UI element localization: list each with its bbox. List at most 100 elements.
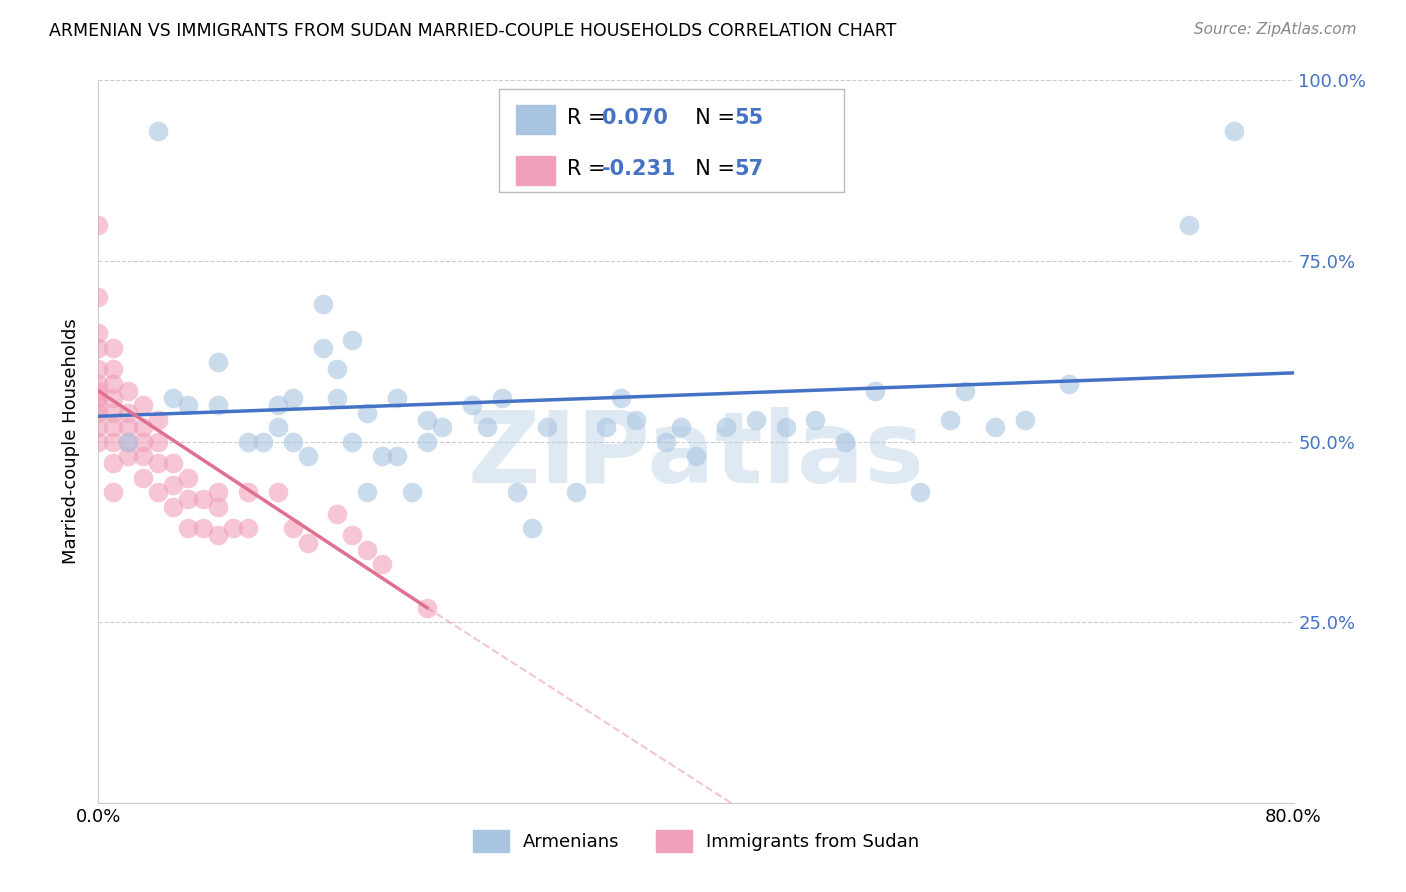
Point	[132, 470, 155, 484]
Point	[1178, 218, 1201, 232]
Point	[401, 485, 423, 500]
Point	[236, 485, 259, 500]
Point	[103, 341, 125, 355]
Point	[87, 341, 110, 355]
Point	[117, 406, 139, 420]
Point	[117, 434, 139, 449]
Point	[506, 485, 529, 500]
Point	[267, 485, 290, 500]
Point	[87, 420, 110, 434]
Point	[385, 391, 409, 405]
Point	[87, 362, 110, 376]
Point	[669, 420, 692, 434]
Point	[87, 391, 110, 405]
Point	[655, 434, 678, 449]
Point	[865, 384, 887, 398]
Point	[416, 434, 439, 449]
Point	[714, 420, 737, 434]
Point	[685, 449, 707, 463]
Point	[117, 434, 139, 449]
Point	[326, 391, 349, 405]
Point	[132, 398, 155, 412]
Point	[117, 384, 139, 398]
Point	[371, 558, 394, 572]
Text: 55: 55	[734, 108, 763, 128]
Point	[236, 521, 259, 535]
Point	[87, 406, 110, 420]
Point	[177, 398, 200, 412]
Point	[775, 420, 797, 434]
Text: N =: N =	[682, 159, 741, 179]
Legend: Armenians, Immigrants from Sudan: Armenians, Immigrants from Sudan	[465, 822, 927, 859]
Point	[207, 398, 229, 412]
Point	[342, 334, 364, 348]
Point	[177, 470, 200, 484]
Text: -0.231: -0.231	[602, 159, 676, 179]
Point	[475, 420, 498, 434]
Point	[281, 521, 304, 535]
Point	[162, 478, 184, 492]
Text: N =: N =	[682, 108, 741, 128]
Point	[939, 413, 962, 427]
Point	[148, 485, 170, 500]
Point	[87, 398, 110, 412]
Point	[207, 500, 229, 514]
Point	[326, 507, 349, 521]
Point	[191, 521, 214, 535]
Text: 0.070: 0.070	[602, 108, 668, 128]
Point	[87, 434, 110, 449]
Point	[117, 420, 139, 434]
Point	[103, 376, 125, 391]
Point	[207, 485, 229, 500]
Point	[177, 521, 200, 535]
Point	[103, 420, 125, 434]
Point	[148, 124, 170, 138]
Point	[356, 485, 378, 500]
Point	[117, 449, 139, 463]
Point	[103, 362, 125, 376]
Text: ARMENIAN VS IMMIGRANTS FROM SUDAN MARRIED-COUPLE HOUSEHOLDS CORRELATION CHART: ARMENIAN VS IMMIGRANTS FROM SUDAN MARRIE…	[49, 22, 897, 40]
Point	[87, 376, 110, 391]
Point	[908, 485, 931, 500]
Point	[148, 456, 170, 470]
Text: 57: 57	[734, 159, 763, 179]
Point	[132, 449, 155, 463]
Point	[177, 492, 200, 507]
Point	[804, 413, 827, 427]
Text: R =: R =	[567, 108, 612, 128]
Point	[626, 413, 648, 427]
Point	[162, 391, 184, 405]
Point	[162, 500, 184, 514]
Point	[834, 434, 856, 449]
Point	[416, 413, 439, 427]
Point	[191, 492, 214, 507]
Point	[1014, 413, 1036, 427]
Point	[162, 456, 184, 470]
Text: Source: ZipAtlas.com: Source: ZipAtlas.com	[1194, 22, 1357, 37]
Y-axis label: Married-couple Households: Married-couple Households	[62, 318, 80, 565]
Point	[565, 485, 588, 500]
Point	[430, 420, 453, 434]
Point	[103, 406, 125, 420]
Point	[267, 398, 290, 412]
Point	[297, 449, 319, 463]
Point	[536, 420, 558, 434]
Point	[87, 384, 110, 398]
Point	[356, 406, 378, 420]
Point	[342, 434, 364, 449]
Point	[371, 449, 394, 463]
Point	[103, 485, 125, 500]
Point	[148, 434, 170, 449]
Point	[610, 391, 633, 405]
Point	[87, 290, 110, 304]
Point	[103, 391, 125, 405]
Point	[520, 521, 543, 535]
Point	[953, 384, 976, 398]
Point	[281, 391, 304, 405]
Point	[148, 413, 170, 427]
Point	[103, 434, 125, 449]
Point	[984, 420, 1007, 434]
Point	[745, 413, 768, 427]
Point	[103, 456, 125, 470]
Point	[236, 434, 259, 449]
